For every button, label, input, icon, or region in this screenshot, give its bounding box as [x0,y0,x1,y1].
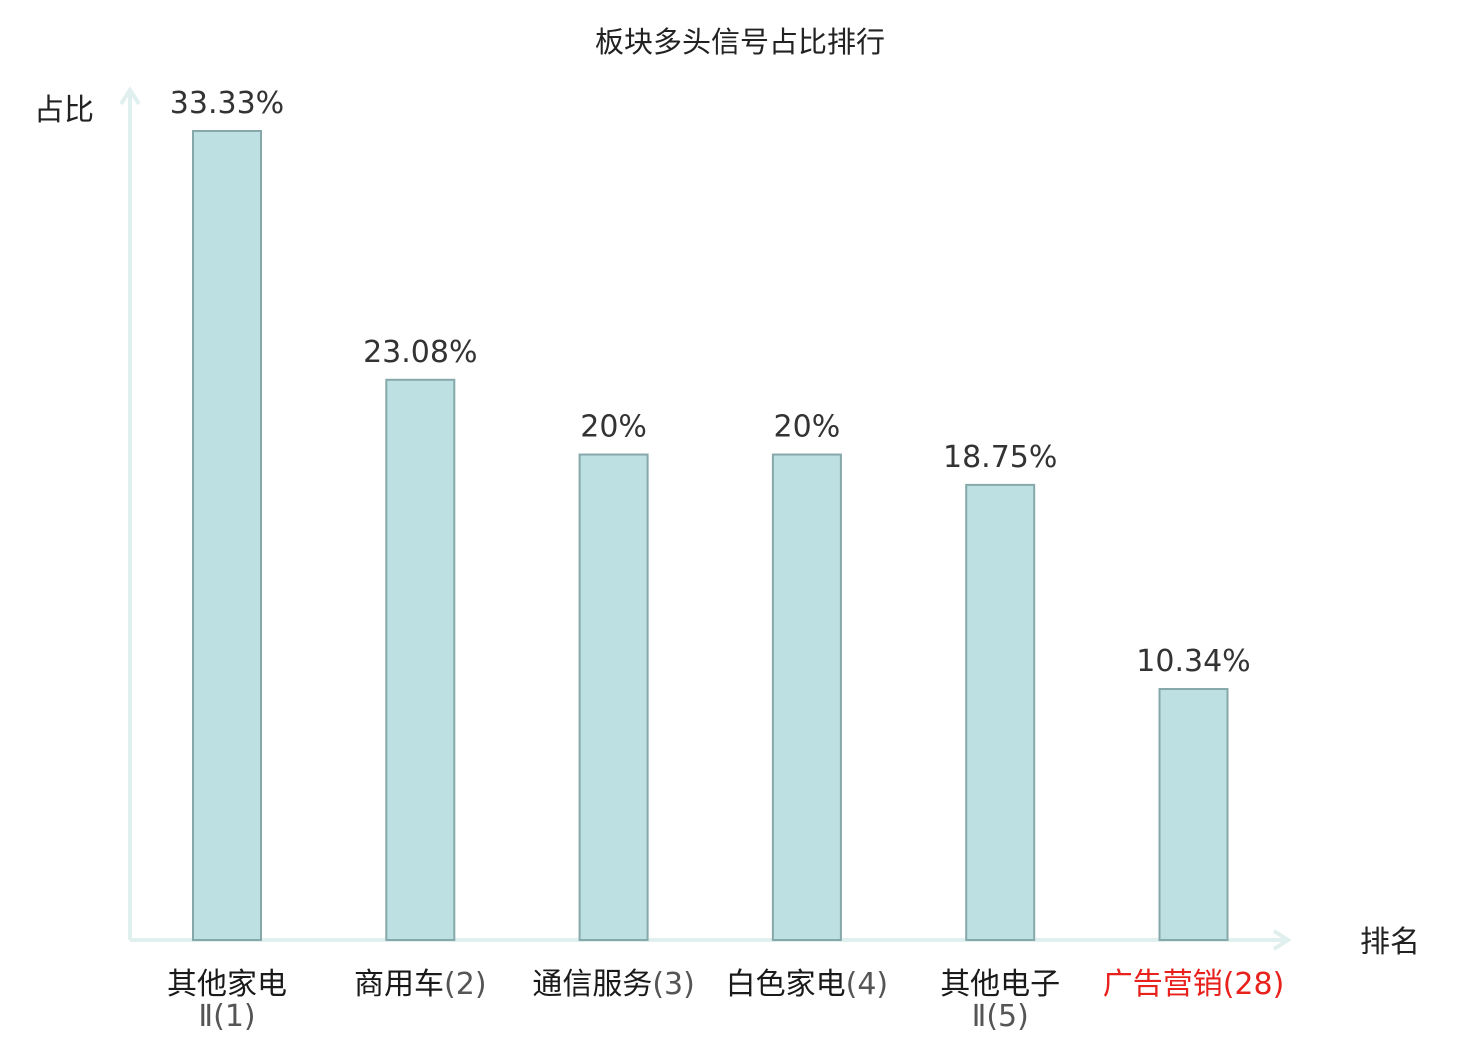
x-tick-label-rank: (3) [652,967,695,1002]
x-tick-label-name: 其他家电 [167,967,287,1002]
x-tick-label-rank: (4) [846,967,889,1002]
bar[interactable] [385,378,456,942]
x-tick-label-name: 通信服务 [532,967,652,1002]
x-tick-label-name: 广告营销 [1103,967,1223,1002]
value-labels-group: 33.33% 23.08% 20% 20% 18.75% 10.34% [170,86,1251,679]
chart-title: 板块多头信号占比排行 [595,25,885,59]
bar-value-label: 23.08% [363,335,477,370]
x-tick-label: 商用车(2) [354,967,487,1002]
bar[interactable] [1158,688,1229,942]
bar-value-label: 10.34% [1136,644,1250,679]
bar-value-label: 20% [580,410,647,445]
bar-value-label: 18.75% [943,440,1057,475]
x-tick-label-rank: Ⅱ(1) [198,999,255,1034]
x-tick-label: 白色家电(4) [726,967,889,1002]
x-tick-label-name: 其他电子 [940,967,1060,1002]
axes [119,86,1292,951]
x-axis-arrow [1272,929,1292,951]
x-tick-label: 广告营销(28) [1103,967,1285,1002]
x-tick-label: 通信服务(3) [532,967,695,1002]
x-tick-label-name: 白色家电 [726,967,846,1002]
bar[interactable] [771,453,842,941]
bar-value-label: 20% [774,410,841,445]
x-tick-label-rank: Ⅱ(5) [972,999,1029,1034]
x-axis-label: 排名 [1360,925,1420,960]
bar[interactable] [578,453,649,941]
x-tick-label-rank: (2) [444,967,487,1002]
bar[interactable] [192,130,262,941]
x-tick-label-rank: (28) [1223,967,1285,1002]
bar-value-label: 33.33% [170,86,284,121]
y-axis-label: 占比 [34,93,94,128]
bars-group [192,130,1229,942]
bar[interactable] [965,483,1036,941]
y-axis-arrow [119,86,141,106]
x-tick-label-name: 商用车 [354,967,444,1002]
